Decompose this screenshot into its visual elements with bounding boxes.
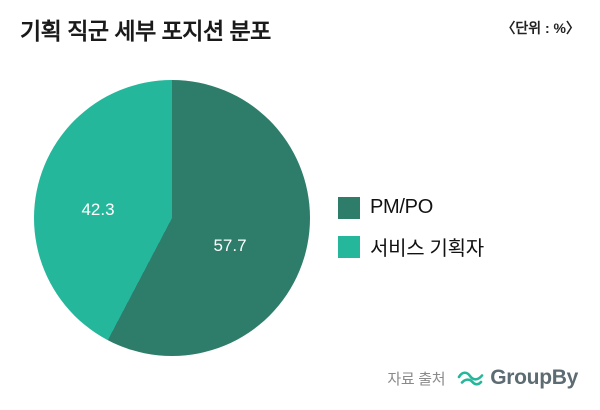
legend-label-service-planner: 서비스 기획자 xyxy=(370,238,484,260)
legend: PM/PO 서비스 기획자 xyxy=(338,196,484,274)
unit-note: 〈단위 : %〉 xyxy=(501,20,580,36)
handshake-icon xyxy=(457,369,485,388)
brand-name: GroupBy xyxy=(490,366,578,389)
source-label: 자료 출처 xyxy=(387,370,446,388)
legend-swatch-pmpo xyxy=(338,196,360,219)
page-title: 기획 직군 세부 포지션 분포 xyxy=(20,18,271,44)
pie-chart: 57.7 42.3 xyxy=(34,80,310,356)
source-attribution: 자료 출처 GroupBy xyxy=(387,366,578,390)
legend-swatch-service-planner xyxy=(338,235,360,258)
legend-item-service-planner: 서비스 기획자 xyxy=(338,232,484,261)
legend-label-pmpo: PM/PO xyxy=(370,196,433,218)
slice-value-service-planner: 42.3 xyxy=(81,200,115,219)
legend-item-pmpo: PM/PO xyxy=(338,196,484,219)
slice-value-pmpo: 57.7 xyxy=(213,236,247,255)
